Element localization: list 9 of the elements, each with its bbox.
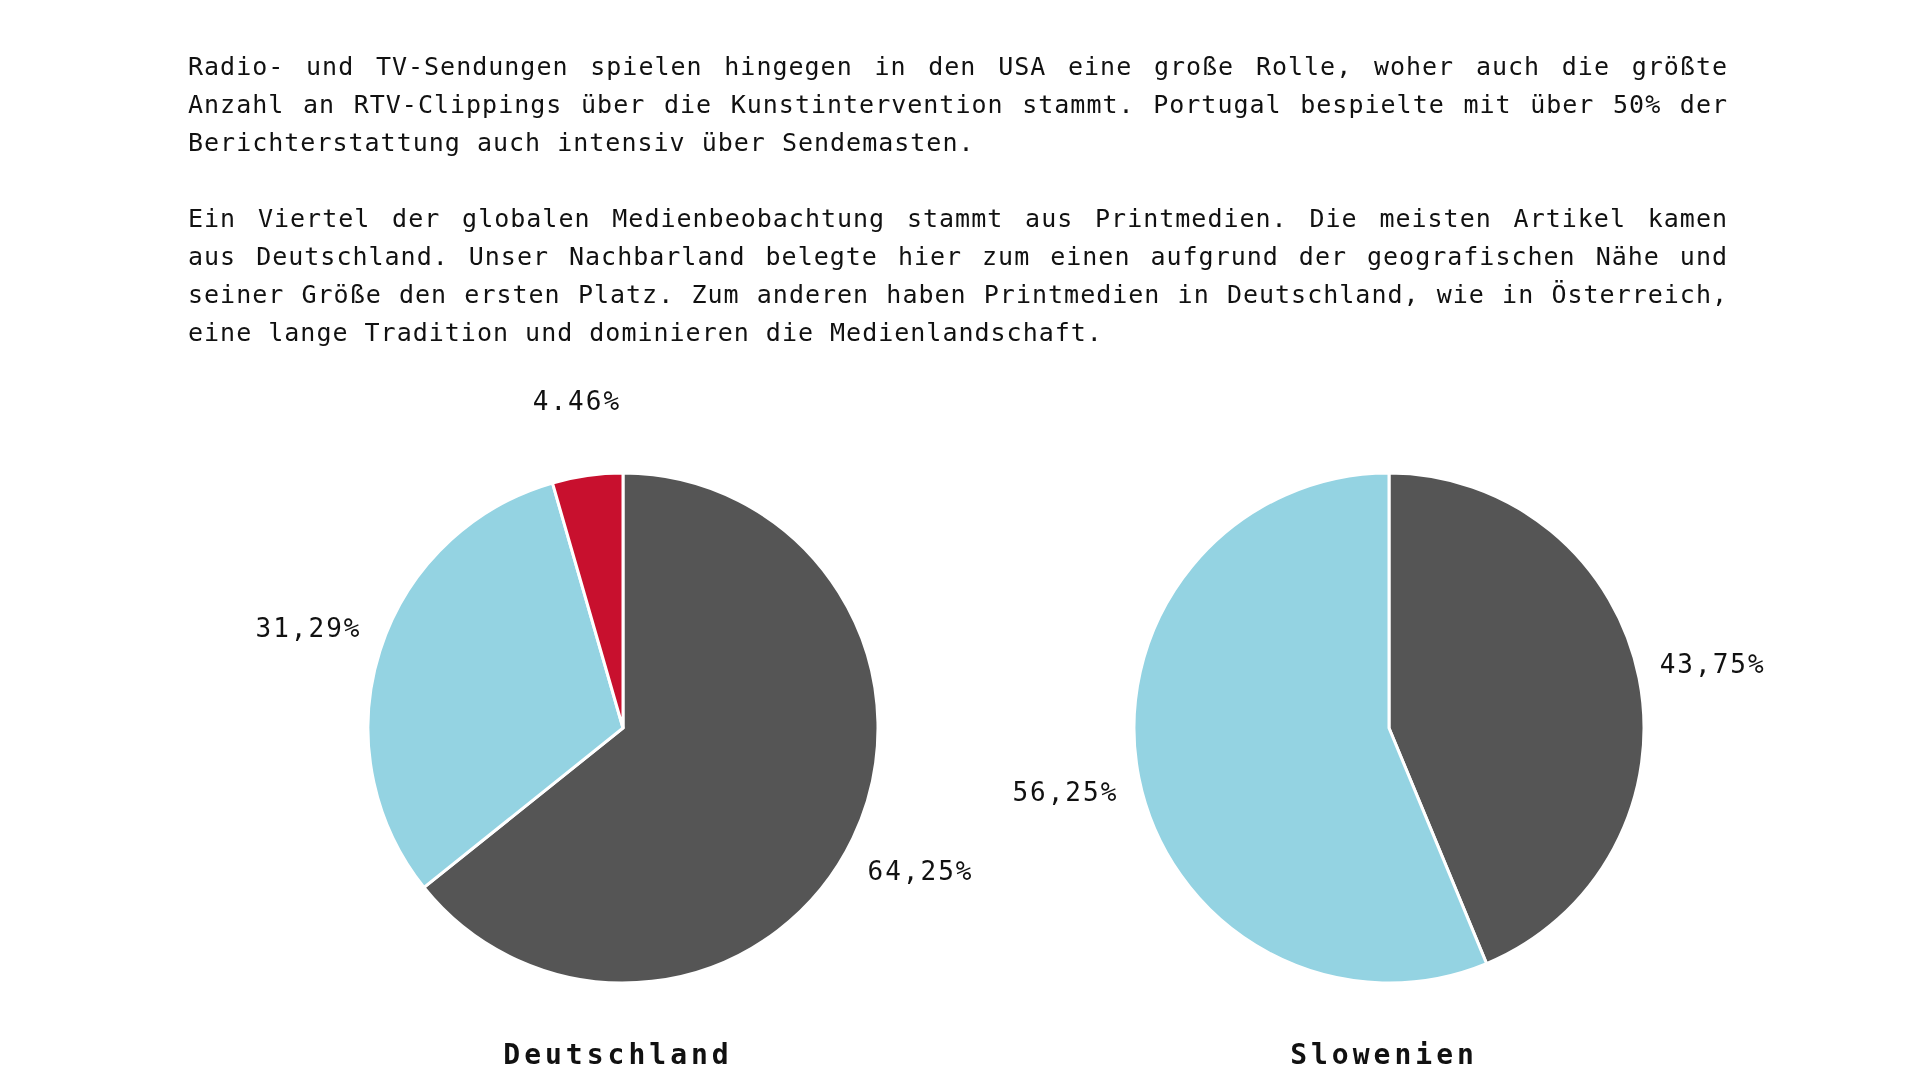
data-label: 56,25% [1012,777,1119,808]
data-label: 4.46% [532,386,622,417]
text: Radio- und TV-Sendungen spielen hingegen in den USA eine große Rolle, woher auch die größte Anzahl an RTV-Clippings über die Kunstintervention stammt. Portugal bespielte mit über 50% der Berichterstattung auch intensiv über Sendemasten. [188,51,1728,159]
data-label: 31,29% [255,613,362,644]
data-label: 43,75% [1659,648,1766,679]
text: Ein Viertel der globalen Medienbeobachtung stammt aus Printmedien. Die meisten Artikel kamen aus Deutschland. Unser Nachbarland belegte hier zum einen aufgrund der geografischen Nähe und seiner Größe den ersten Platz. Zum anderen haben Printmedien in Deutschland, wie in Österreich, eine lange Tradition und dominieren die Medienlandschaft. [188,203,1728,349]
data-label: 64,25% [867,855,974,886]
text: Deutschland [502,1038,734,1071]
text: Slowenien [1289,1038,1479,1071]
